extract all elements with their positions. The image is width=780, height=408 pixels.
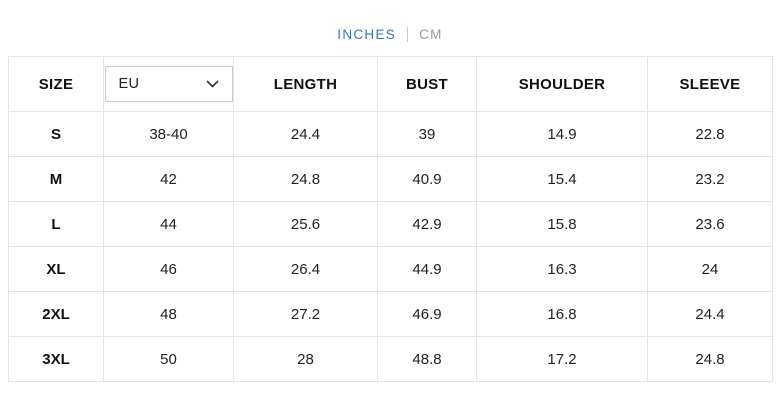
size-chart-table: SIZE EU LENGTH BUST SHOULDER SLEEVE S 38-… xyxy=(8,56,773,382)
size-label: 3XL xyxy=(8,336,104,382)
table-row: XL 46 26.4 44.9 16.3 24 xyxy=(8,246,773,292)
size-chart-body: S 38-40 24.4 39 14.9 22.8 M 42 24.8 40.9 15.4 23.2 L… xyxy=(8,111,773,382)
measurement-cell: 44.9 xyxy=(377,246,477,292)
shoulder-column-header: SHOULDER xyxy=(476,56,648,112)
region-dropdown[interactable]: EU xyxy=(104,66,233,102)
measurement-cell: 24.8 xyxy=(647,336,773,382)
measurement-cell: 27.2 xyxy=(233,291,378,337)
measurement-cell: 17.2 xyxy=(476,336,648,382)
size-label: L xyxy=(8,201,104,247)
measurement-cell: 23.6 xyxy=(647,201,773,247)
measurement-cell: 14.9 xyxy=(476,111,648,157)
measurement-cell: 39 xyxy=(377,111,477,157)
measurement-cell: 42 xyxy=(103,156,234,202)
measurement-cell: 25.6 xyxy=(233,201,378,247)
table-row: 3XL 50 28 48.8 17.2 24.8 xyxy=(8,336,773,382)
measurement-cell: 24.8 xyxy=(233,156,378,202)
measurement-cell: 15.8 xyxy=(476,201,648,247)
size-label: S xyxy=(8,111,104,157)
measurement-cell: 26.4 xyxy=(233,246,378,292)
size-label: XL xyxy=(8,246,104,292)
length-column-header: LENGTH xyxy=(233,56,378,112)
measurement-cell: 40.9 xyxy=(377,156,477,202)
sleeve-column-header: SLEEVE xyxy=(647,56,773,112)
unit-separator xyxy=(407,27,409,42)
measurement-cell: 28 xyxy=(233,336,378,382)
size-label: 2XL xyxy=(8,291,104,337)
measurement-cell: 24.4 xyxy=(233,111,378,157)
unit-toggle: INCHES CM xyxy=(0,27,780,42)
bust-column-header: BUST xyxy=(377,56,477,112)
table-row: S 38-40 24.4 39 14.9 22.8 xyxy=(8,111,773,157)
measurement-cell: 24 xyxy=(647,246,773,292)
measurement-cell: 46 xyxy=(103,246,234,292)
table-row: 2XL 48 27.2 46.9 16.8 24.4 xyxy=(8,291,773,337)
region-dropdown-value: EU xyxy=(118,76,140,92)
region-column-header: EU xyxy=(103,56,234,112)
size-label: M xyxy=(8,156,104,202)
measurement-cell: 46.9 xyxy=(377,291,477,337)
tab-inches[interactable]: INCHES xyxy=(337,27,397,42)
table-row: L 44 25.6 42.9 15.8 23.6 xyxy=(8,201,773,247)
chevron-down-icon xyxy=(205,80,219,88)
size-column-header: SIZE xyxy=(8,56,104,112)
measurement-cell: 23.2 xyxy=(647,156,773,202)
measurement-cell: 24.4 xyxy=(647,291,773,337)
measurement-cell: 22.8 xyxy=(647,111,773,157)
table-row: M 42 24.8 40.9 15.4 23.2 xyxy=(8,156,773,202)
measurement-cell: 44 xyxy=(103,201,234,247)
measurement-cell: 16.3 xyxy=(476,246,648,292)
measurement-cell: 50 xyxy=(103,336,234,382)
measurement-cell: 15.4 xyxy=(476,156,648,202)
measurement-cell: 16.8 xyxy=(476,291,648,337)
measurement-cell: 48 xyxy=(103,291,234,337)
header-row: SIZE EU LENGTH BUST SHOULDER SLEEVE xyxy=(8,56,773,112)
measurement-cell: 42.9 xyxy=(377,201,477,247)
measurement-cell: 38-40 xyxy=(103,111,234,157)
measurement-cell: 48.8 xyxy=(377,336,477,382)
tab-cm[interactable]: CM xyxy=(419,27,443,42)
